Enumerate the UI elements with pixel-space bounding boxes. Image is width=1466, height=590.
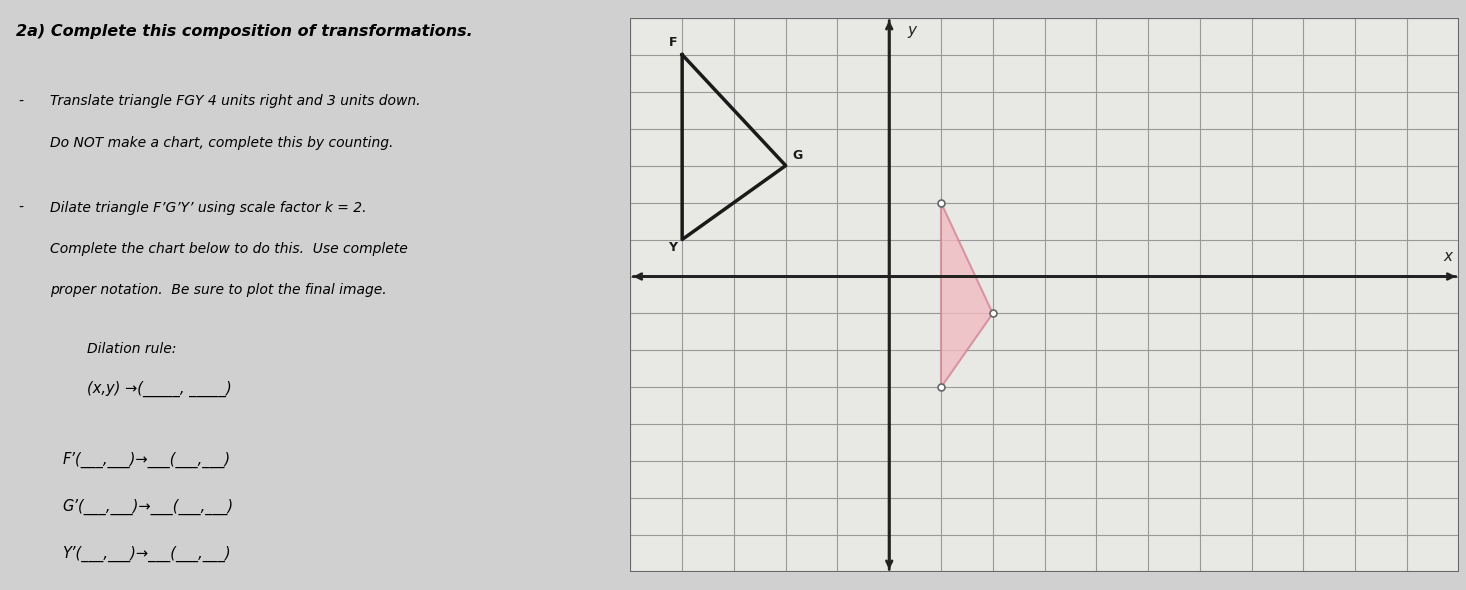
Text: x: x bbox=[1444, 248, 1453, 264]
Text: Dilation rule:: Dilation rule: bbox=[88, 342, 176, 356]
Text: Do NOT make a chart, complete this by counting.: Do NOT make a chart, complete this by co… bbox=[50, 136, 393, 150]
Text: proper notation.  Be sure to plot the final image.: proper notation. Be sure to plot the fin… bbox=[50, 283, 387, 297]
Text: 2a) Complete this composition of transformations.: 2a) Complete this composition of transfo… bbox=[16, 24, 472, 38]
Text: Complete the chart below to do this.  Use complete: Complete the chart below to do this. Use… bbox=[50, 242, 408, 256]
Text: Translate triangle FGY 4 units right and 3 units down.: Translate triangle FGY 4 units right and… bbox=[50, 94, 421, 109]
Text: -: - bbox=[19, 201, 23, 215]
Text: G’(___,___)→___(___,___): G’(___,___)→___(___,___) bbox=[62, 499, 233, 514]
Text: Y: Y bbox=[668, 241, 677, 254]
Text: G: G bbox=[792, 149, 802, 162]
Text: (x,y) →(_____, _____): (x,y) →(_____, _____) bbox=[88, 381, 232, 396]
Text: y: y bbox=[907, 23, 916, 38]
Text: -: - bbox=[19, 94, 23, 109]
Polygon shape bbox=[941, 202, 992, 388]
Text: Y’(___,___)→___(___,___): Y’(___,___)→___(___,___) bbox=[62, 546, 232, 562]
Text: F: F bbox=[668, 36, 677, 49]
Text: F’(___,___)→___(___,___): F’(___,___)→___(___,___) bbox=[62, 451, 230, 467]
Text: Dilate triangle F’G’Y’ using scale factor k = 2.: Dilate triangle F’G’Y’ using scale facto… bbox=[50, 201, 366, 215]
